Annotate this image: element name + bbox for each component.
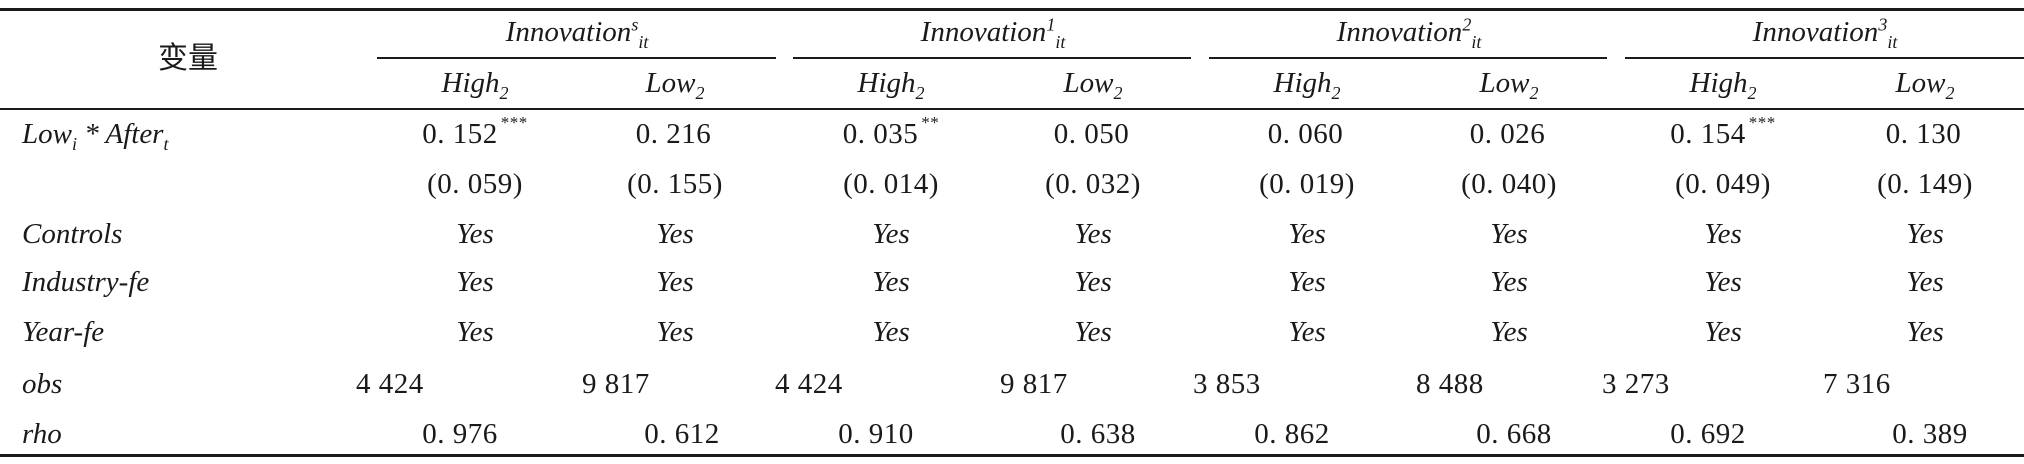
industry-fe-cell: Yes [1906, 266, 1944, 298]
coef-cell: 0. 026 [1469, 118, 1546, 150]
coef-cell: 0. 130 [1885, 118, 1962, 150]
controls-cell: Yes [1704, 218, 1742, 250]
se-cell: (0. 032) [1045, 168, 1141, 200]
variable-header: 变量 [158, 41, 218, 76]
year-fe-cell: Yes [872, 316, 910, 348]
group-rule-2 [793, 57, 1191, 59]
year-fe-cell: Yes [1490, 316, 1528, 348]
obs-cell: 9 817 [582, 368, 650, 400]
row-label-industry-fe: Industry-fe [22, 266, 150, 298]
coef-cell: 0. 152 *** [422, 113, 528, 150]
coef-cell: 0. 050 [1053, 118, 1130, 150]
header-rule [0, 108, 2024, 110]
row-label-obs: obs [22, 368, 63, 400]
industry-fe-cell: Yes [872, 266, 910, 298]
obs-cell: 7 316 [1823, 368, 1891, 400]
group-rule-4 [1625, 57, 2024, 59]
rho-cell: 0. 612 [644, 418, 720, 450]
group-header-innovation-1: Innovation1it [920, 14, 1066, 52]
industry-fe-cell: Yes [1490, 266, 1528, 298]
industry-fe-cell: Yes [1074, 266, 1112, 298]
industry-fe-cell: Yes [1704, 266, 1742, 298]
subcol-header: Low2 [645, 67, 705, 103]
rho-cell: 0. 389 [1892, 418, 1968, 450]
rho-cell: 0. 862 [1254, 418, 1330, 450]
obs-cell: 3 273 [1602, 368, 1670, 400]
controls-cell: Yes [456, 218, 494, 250]
se-cell: (0. 019) [1259, 168, 1355, 200]
coef-cell: 0. 216 [635, 118, 712, 150]
rho-cell: 0. 976 [422, 418, 498, 450]
subcol-header: Low2 [1063, 67, 1123, 103]
year-fe-cell: Yes [1906, 316, 1944, 348]
group-header-innovation-2: Innovation2it [1336, 14, 1482, 52]
year-fe-cell: Yes [456, 316, 494, 348]
se-cell: (0. 149) [1877, 168, 1973, 200]
row-label-rho: rho [22, 418, 62, 450]
industry-fe-cell: Yes [1288, 266, 1326, 298]
year-fe-cell: Yes [1288, 316, 1326, 348]
obs-cell: 4 424 [356, 368, 424, 400]
rho-cell: 0. 692 [1670, 418, 1746, 450]
year-fe-cell: Yes [1704, 316, 1742, 348]
industry-fe-cell: Yes [456, 266, 494, 298]
group-header-innovation-s: Innovationsit [505, 14, 649, 52]
group-rule-3 [1209, 57, 1607, 59]
rho-cell: 0. 910 [838, 418, 914, 450]
controls-cell: Yes [1490, 218, 1528, 250]
se-cell: (0. 049) [1675, 168, 1771, 200]
subcol-header: Low2 [1479, 67, 1539, 103]
row-label-year-fe: Year-fe [22, 316, 105, 348]
controls-cell: Yes [656, 218, 694, 250]
controls-cell: Yes [1288, 218, 1326, 250]
coef-cell: 0. 154 *** [1670, 113, 1776, 150]
subcol-header: High2 [1273, 67, 1341, 103]
bottom-rule [0, 454, 2024, 457]
obs-cell: 3 853 [1193, 368, 1261, 400]
obs-cell: 4 424 [775, 368, 843, 400]
subcol-header: High2 [1689, 67, 1757, 103]
subcol-header: High2 [441, 67, 509, 103]
subcol-header: Low2 [1895, 67, 1955, 103]
row-label-interaction: Lowi * Aftert [22, 118, 169, 154]
year-fe-cell: Yes [656, 316, 694, 348]
top-rule [0, 8, 2024, 11]
se-cell: (0. 155) [627, 168, 723, 200]
controls-cell: Yes [872, 218, 910, 250]
obs-cell: 8 488 [1416, 368, 1484, 400]
group-header-innovation-3: Innovation3it [1752, 14, 1898, 52]
row-label-controls: Controls [22, 218, 123, 250]
controls-cell: Yes [1906, 218, 1944, 250]
group-rule-1 [377, 57, 776, 59]
coef-cell: 0. 035 ** [842, 113, 940, 150]
year-fe-cell: Yes [1074, 316, 1112, 348]
coef-cell: 0. 060 [1267, 118, 1344, 150]
controls-cell: Yes [1074, 218, 1112, 250]
obs-cell: 9 817 [1000, 368, 1068, 400]
subcol-header: High2 [857, 67, 925, 103]
industry-fe-cell: Yes [656, 266, 694, 298]
rho-cell: 0. 668 [1476, 418, 1552, 450]
se-cell: (0. 014) [843, 168, 939, 200]
rho-cell: 0. 638 [1060, 418, 1136, 450]
se-cell: (0. 040) [1461, 168, 1557, 200]
se-cell: (0. 059) [427, 168, 523, 200]
